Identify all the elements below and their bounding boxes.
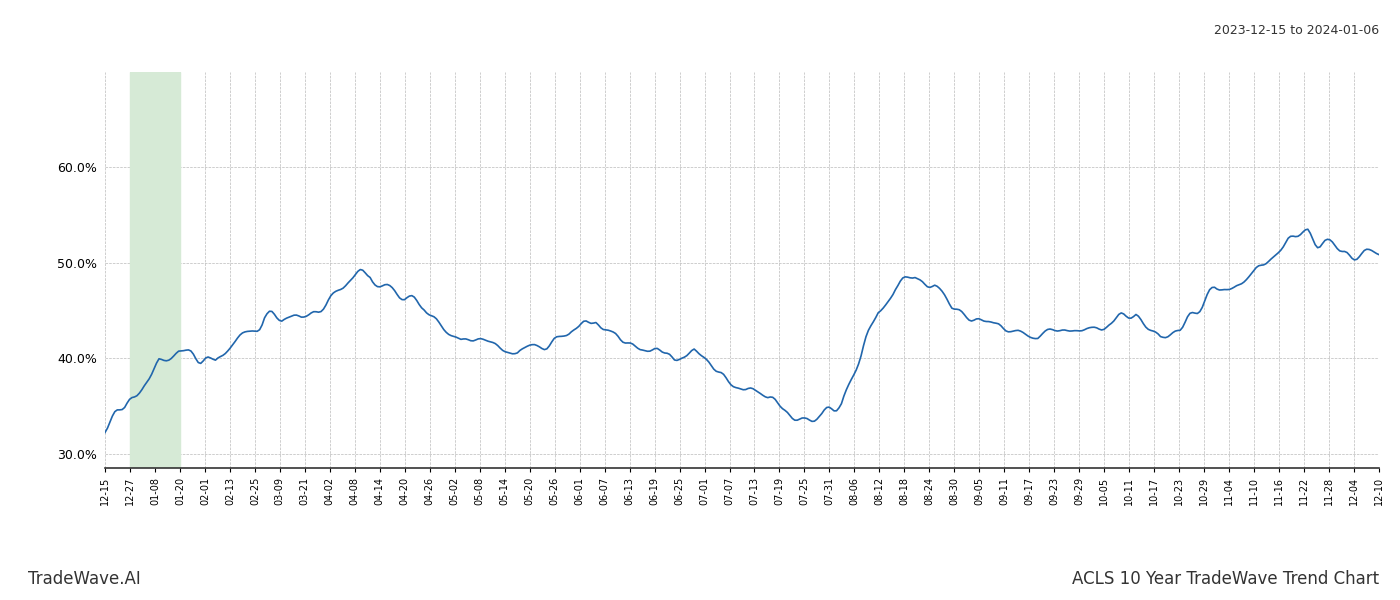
Text: 2023-12-15 to 2024-01-06: 2023-12-15 to 2024-01-06 — [1214, 24, 1379, 37]
Text: ACLS 10 Year TradeWave Trend Chart: ACLS 10 Year TradeWave Trend Chart — [1072, 570, 1379, 588]
Bar — [130, 72, 181, 468]
Text: TradeWave.AI: TradeWave.AI — [28, 570, 141, 588]
